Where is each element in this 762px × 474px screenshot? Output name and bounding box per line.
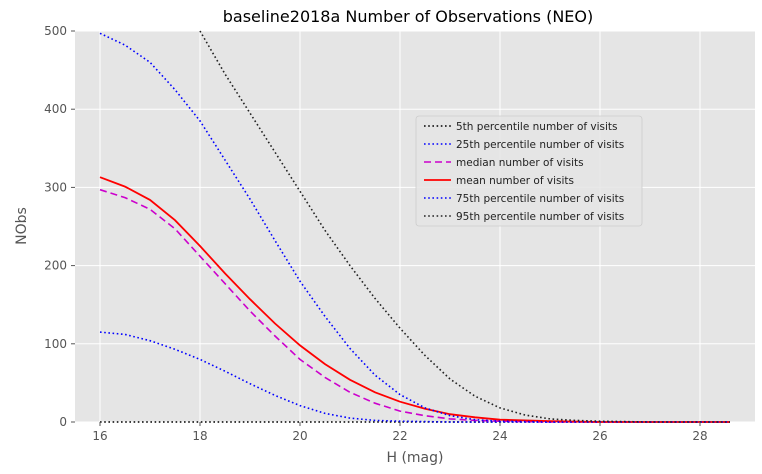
legend-label-4: 75th percentile number of visits [456,193,624,205]
x-axis: 16 18 20 22 24 26 28 [92,422,708,443]
series-line-1 [99,331,730,423]
x-tick-label: 22 [392,429,407,443]
series-lines [99,30,730,423]
legend-label-1: 25th percentile number of visits [456,139,624,151]
y-axis-label: NObs [14,207,30,245]
y-tick-label: 500 [44,24,67,38]
x-axis-label: H (mag) [386,450,443,466]
x-tick-label: 18 [192,429,207,443]
x-tick-label: 16 [92,429,107,443]
y-tick-label: 200 [44,259,67,273]
x-tick-label: 26 [592,429,607,443]
legend-label-0: 5th percentile number of visits [456,121,618,133]
y-tick-label: 300 [44,180,67,194]
series-line-5 [199,30,730,423]
series-line-3 [99,176,730,423]
y-axis: 0 100 200 300 400 500 [44,24,75,429]
y-tick-label: 400 [44,102,67,116]
x-tick-label: 28 [692,429,707,443]
y-tick-label: 100 [44,337,67,351]
chart-title: baseline2018a Number of Observations (NE… [223,7,594,26]
series-line-4 [99,32,730,423]
x-tick-label: 20 [292,429,307,443]
legend-label-3: mean number of visits [456,175,574,187]
x-tick-label: 24 [492,429,507,443]
legend: 5th percentile number of visits 25th perc… [415,115,643,227]
legend-box [415,115,643,227]
legend-label-2: median number of visits [456,157,584,169]
grid-lines [75,30,755,423]
plot-background [75,31,755,422]
legend-label-5: 95th percentile number of visits [456,211,624,223]
y-tick-label: 0 [59,415,67,429]
